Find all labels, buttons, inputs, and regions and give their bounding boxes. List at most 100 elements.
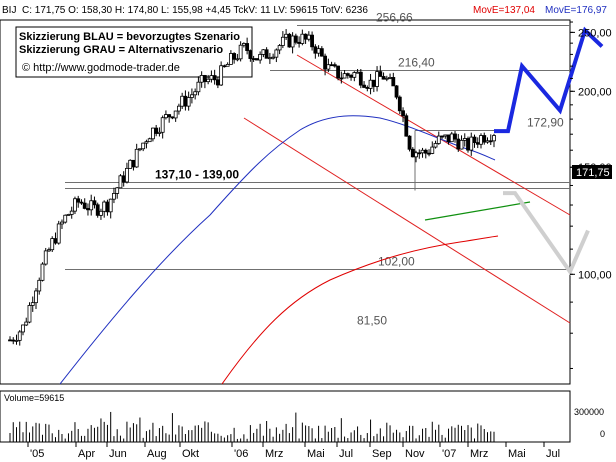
candle-body bbox=[63, 214, 68, 223]
channel-lower bbox=[243, 117, 571, 324]
candle-body bbox=[371, 79, 376, 87]
candle-body bbox=[170, 116, 175, 119]
volume-label: Volume=59615 bbox=[4, 393, 64, 403]
level-label: 216,40 bbox=[398, 56, 435, 70]
candle-body bbox=[30, 302, 35, 306]
candle-body bbox=[319, 48, 324, 57]
candle-body bbox=[290, 35, 295, 48]
y-tick-label: 100,00 bbox=[578, 269, 612, 281]
x-tick-label: Mai bbox=[307, 448, 325, 460]
x-tick-label: '05 bbox=[30, 448, 44, 460]
candle-body bbox=[462, 138, 467, 141]
candle-body bbox=[258, 54, 263, 61]
candle-body bbox=[365, 87, 370, 89]
x-tick-label: Aug bbox=[147, 448, 167, 460]
candle-body bbox=[225, 64, 230, 67]
candle-body bbox=[43, 250, 48, 265]
scenario-blue-line bbox=[494, 26, 604, 134]
x-tick-label: Jun bbox=[109, 448, 127, 460]
candle-body bbox=[206, 78, 211, 83]
candle-body bbox=[147, 138, 152, 143]
scenarios bbox=[494, 26, 604, 276]
candle-body bbox=[277, 45, 282, 51]
candle-body bbox=[404, 115, 409, 137]
volume-panel bbox=[0, 390, 571, 443]
candle-body bbox=[332, 64, 337, 67]
x-tick-label: Apr bbox=[78, 448, 95, 460]
candle-body bbox=[11, 339, 16, 342]
candle-body bbox=[261, 49, 266, 55]
candle-body bbox=[352, 72, 357, 78]
candle-body bbox=[209, 75, 214, 80]
candle-body bbox=[190, 94, 194, 98]
level-label: 172,90 bbox=[527, 116, 564, 130]
candle-body bbox=[293, 35, 298, 43]
candle-body bbox=[76, 198, 81, 203]
candle-body bbox=[222, 65, 227, 68]
volume-tick-high: 300000 bbox=[574, 407, 604, 417]
candle-body bbox=[401, 110, 405, 117]
candle-body bbox=[326, 64, 331, 70]
candle-body bbox=[219, 65, 224, 86]
candle-body bbox=[141, 142, 146, 150]
candle-body bbox=[138, 148, 142, 151]
candle-body bbox=[323, 55, 327, 70]
candle-body bbox=[443, 134, 448, 137]
candles bbox=[8, 29, 496, 346]
candle-body bbox=[186, 97, 191, 107]
candle-body bbox=[378, 71, 383, 77]
candle-body bbox=[300, 33, 305, 44]
candle-body bbox=[215, 79, 220, 86]
candle-body bbox=[121, 175, 126, 183]
candle-body bbox=[456, 138, 461, 150]
x-tick-label: Okt bbox=[182, 448, 199, 460]
candle-body bbox=[358, 71, 363, 86]
candle-body bbox=[212, 75, 217, 81]
legend-gray-text: Skizzierung GRAU = Alternativszenario bbox=[19, 44, 223, 56]
x-tick-label: Mrz bbox=[265, 448, 283, 460]
candle-body bbox=[245, 43, 250, 51]
candle-body bbox=[316, 48, 321, 54]
candle-body bbox=[306, 34, 311, 40]
candle-body bbox=[466, 138, 470, 151]
candle-body bbox=[144, 141, 149, 144]
level-label: 81,50 bbox=[357, 314, 387, 328]
candle-body bbox=[27, 305, 32, 323]
candle-body bbox=[34, 290, 38, 304]
copyright-link[interactable]: © http://www.godmode-trader.de bbox=[22, 62, 180, 74]
candle-body bbox=[115, 187, 120, 194]
candle-body bbox=[248, 50, 253, 59]
candle-body bbox=[73, 198, 77, 212]
candle-body bbox=[362, 84, 366, 88]
scenario-gray-line bbox=[503, 191, 590, 276]
candle-body bbox=[430, 146, 435, 154]
candle-body bbox=[50, 238, 55, 251]
support-line bbox=[424, 201, 531, 221]
candle-body bbox=[417, 152, 422, 155]
candle-body bbox=[183, 95, 188, 107]
volume-tick-zero: 0 bbox=[600, 429, 605, 439]
candle-body bbox=[164, 114, 168, 119]
candle-body bbox=[449, 133, 454, 143]
candle-body bbox=[482, 135, 487, 143]
candle-body bbox=[8, 339, 12, 342]
candle-body bbox=[92, 200, 97, 206]
header-stats: C: 171,75 O: 158,30 H: 174,80 L: 155,98 … bbox=[22, 5, 368, 16]
candle-body bbox=[56, 223, 61, 244]
candle-body bbox=[79, 201, 84, 204]
current-price-label: 171,75 bbox=[576, 167, 610, 179]
candle-body bbox=[420, 149, 425, 154]
candle-body bbox=[128, 159, 133, 169]
candle-body bbox=[241, 43, 246, 46]
candle-body bbox=[37, 279, 42, 292]
candle-body bbox=[485, 140, 490, 143]
candle-body bbox=[384, 77, 389, 80]
candle-body bbox=[280, 36, 285, 46]
candle-body bbox=[469, 136, 474, 151]
x-tick-label: Mrz bbox=[470, 448, 488, 460]
candle-body bbox=[53, 238, 58, 244]
x-tick-label: Nov bbox=[405, 448, 425, 460]
candle-body bbox=[160, 117, 165, 133]
candle-body bbox=[254, 58, 259, 61]
